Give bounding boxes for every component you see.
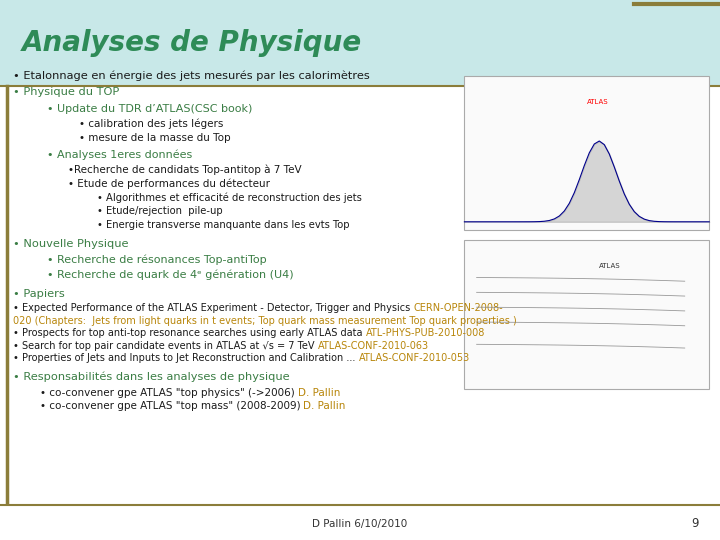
Text: • co-convener gpe ATLAS "top physics" (->2006): • co-convener gpe ATLAS "top physics" (-… xyxy=(40,388,297,398)
Text: ATLAS-CONF-2010-063: ATLAS-CONF-2010-063 xyxy=(318,341,428,351)
FancyBboxPatch shape xyxy=(464,76,709,230)
Text: • Search for top pair candidate events in ATLAS at √s = 7 TeV: • Search for top pair candidate events i… xyxy=(13,341,318,351)
Text: • calibration des jets légers: • calibration des jets légers xyxy=(79,119,224,129)
Text: 020 (Chapters:  Jets from light quarks in t events; Top quark mass measurement T: 020 (Chapters: Jets from light quarks in… xyxy=(13,316,517,326)
Text: Analyses de Physique: Analyses de Physique xyxy=(22,29,362,57)
Text: • Nouvelle Physique: • Nouvelle Physique xyxy=(13,239,128,249)
FancyBboxPatch shape xyxy=(464,240,709,389)
Text: • Etude de performances du détecteur: • Etude de performances du détecteur xyxy=(68,178,271,188)
Text: CERN-OPEN-2008-: CERN-OPEN-2008- xyxy=(413,303,503,314)
Text: • Etude/rejection  pile-up: • Etude/rejection pile-up xyxy=(97,206,222,217)
Text: •Recherche de candidats Top-antitop à 7 TeV: •Recherche de candidats Top-antitop à 7 … xyxy=(68,164,302,174)
Text: • Recherche de quark de 4ᵉ génération (U4): • Recherche de quark de 4ᵉ génération (U… xyxy=(47,270,294,280)
Text: • Energie transverse manquante dans les evts Top: • Energie transverse manquante dans les … xyxy=(97,220,350,230)
Text: • Papiers: • Papiers xyxy=(13,289,65,299)
Text: 9: 9 xyxy=(691,517,698,530)
Text: D. Pallin: D. Pallin xyxy=(297,388,340,398)
Text: • Recherche de résonances Top-antiTop: • Recherche de résonances Top-antiTop xyxy=(47,255,266,265)
Text: • Properties of Jets and Inputs to Jet Reconstruction and Calibration ...: • Properties of Jets and Inputs to Jet R… xyxy=(13,353,359,363)
Text: D Pallin 6/10/2010: D Pallin 6/10/2010 xyxy=(312,519,408,529)
Text: • Update du TDR d’ATLAS(CSC book): • Update du TDR d’ATLAS(CSC book) xyxy=(47,104,252,114)
Text: • Analyses 1eres données: • Analyses 1eres données xyxy=(47,149,192,159)
Text: • Algorithmes et efficacité de reconstruction des jets: • Algorithmes et efficacité de reconstru… xyxy=(97,193,362,203)
FancyBboxPatch shape xyxy=(0,0,720,86)
Text: • co-convener gpe ATLAS "top mass" (2008-2009): • co-convener gpe ATLAS "top mass" (2008… xyxy=(40,401,303,411)
Text: • Etalonnage en énergie des jets mesurés par les calorimètres: • Etalonnage en énergie des jets mesurés… xyxy=(13,70,369,80)
Text: • mesure de la masse du Top: • mesure de la masse du Top xyxy=(79,133,231,143)
Text: ATL-PHYS-PUB-2010-008: ATL-PHYS-PUB-2010-008 xyxy=(366,328,485,339)
Text: ATLAS: ATLAS xyxy=(599,262,621,268)
Text: • Prospects for top anti-top resonance searches using early ATLAS data: • Prospects for top anti-top resonance s… xyxy=(13,328,366,339)
Text: • Responsabilités dans les analyses de physique: • Responsabilités dans les analyses de p… xyxy=(13,372,289,382)
Text: • Physique du TOP: • Physique du TOP xyxy=(13,87,120,98)
Text: ATLAS-CONF-2010-053: ATLAS-CONF-2010-053 xyxy=(359,353,469,363)
Text: ATLAS: ATLAS xyxy=(587,99,608,105)
Text: D. Pallin: D. Pallin xyxy=(303,401,346,411)
Text: • Expected Performance of the ATLAS Experiment - Detector, Trigger and Physics: • Expected Performance of the ATLAS Expe… xyxy=(13,303,413,314)
